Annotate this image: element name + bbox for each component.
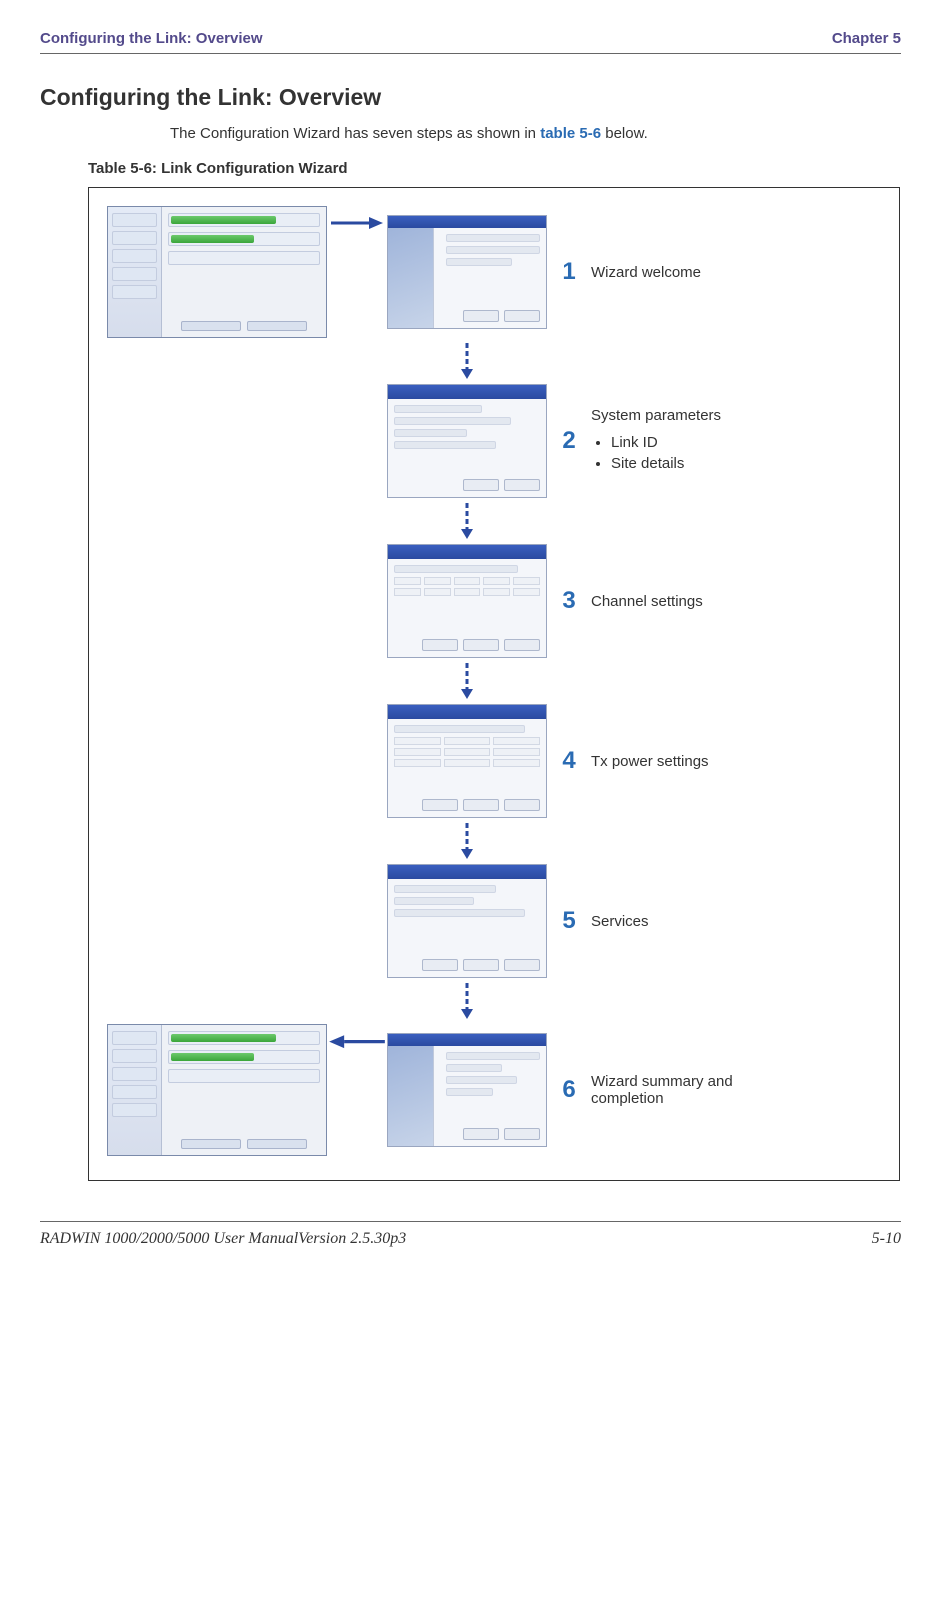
step-2-bullet-2: Site details (611, 455, 721, 472)
header-right: Chapter 5 (832, 30, 901, 47)
arrow-down-icon (387, 498, 547, 544)
diagram-row-3: 3 Channel settings (387, 544, 867, 658)
arrow-right-icon (327, 206, 387, 338)
footer-left: RADWIN 1000/2000/5000 User ManualVersion… (40, 1230, 406, 1248)
steps-column: 2 System parameters Link ID Site details (387, 338, 867, 1024)
footer-right: 5-10 (872, 1230, 901, 1248)
arrow-down-icon (387, 818, 547, 864)
step-4-label: Tx power settings (591, 753, 709, 770)
intro-paragraph: The Configuration Wizard has seven steps… (170, 125, 901, 142)
step-3-number: 3 (547, 587, 591, 615)
table-ref-link[interactable]: table 5-6 (540, 125, 601, 142)
arrow-down-icon (387, 658, 547, 704)
step-6-thumb (387, 1033, 547, 1147)
step-4-thumb (387, 704, 547, 818)
step-2-bullets: Link ID Site details (591, 434, 721, 472)
step-5-number: 5 (547, 907, 591, 935)
wizard-diagram: 1 Wizard welcome (88, 187, 900, 1181)
arrow-down-icon (387, 338, 547, 384)
step-1-label: Wizard welcome (591, 264, 701, 281)
header-left: Configuring the Link: Overview (40, 30, 263, 47)
main-app-thumb-end (107, 1024, 327, 1156)
step-1-thumb (387, 215, 547, 329)
arrow-left-icon (327, 1024, 387, 1156)
main-app-thumb-start (107, 206, 327, 338)
table-caption: Table 5-6: Link Configuration Wizard (88, 160, 901, 177)
diagram-row-6: 6 Wizard summary and completion (107, 1024, 881, 1156)
page-header: Configuring the Link: Overview Chapter 5 (40, 30, 901, 47)
step-3-thumb (387, 544, 547, 658)
step-6-number: 6 (547, 1076, 591, 1104)
header-rule (40, 53, 901, 54)
intro-after: below. (601, 125, 648, 142)
footer-rule (40, 1221, 901, 1222)
step-2-label: System parameters Link ID Site details (591, 407, 721, 476)
arrow-down-icon (387, 978, 547, 1024)
diagram-row-1: 1 Wizard welcome (107, 206, 881, 338)
step-2-number: 2 (547, 427, 591, 455)
step-2-thumb (387, 384, 547, 498)
step-1-number: 1 (547, 258, 591, 286)
step-6-label: Wizard summary and completion (591, 1073, 801, 1107)
diagram-row-2: 2 System parameters Link ID Site details (387, 384, 867, 498)
intro-before: The Configuration Wizard has seven steps… (170, 125, 540, 142)
step-2-bullet-1: Link ID (611, 434, 721, 451)
step-5-label: Services (591, 913, 649, 930)
step-3-label: Channel settings (591, 593, 703, 610)
diagram-row-4: 4 Tx power settings (387, 704, 867, 818)
step-2-label-text: System parameters (591, 407, 721, 424)
section-title: Configuring the Link: Overview (40, 84, 901, 111)
page-footer: RADWIN 1000/2000/5000 User ManualVersion… (40, 1230, 901, 1248)
diagram-row-5: 5 Services (387, 864, 867, 978)
step-5-thumb (387, 864, 547, 978)
step-4-number: 4 (547, 747, 591, 775)
